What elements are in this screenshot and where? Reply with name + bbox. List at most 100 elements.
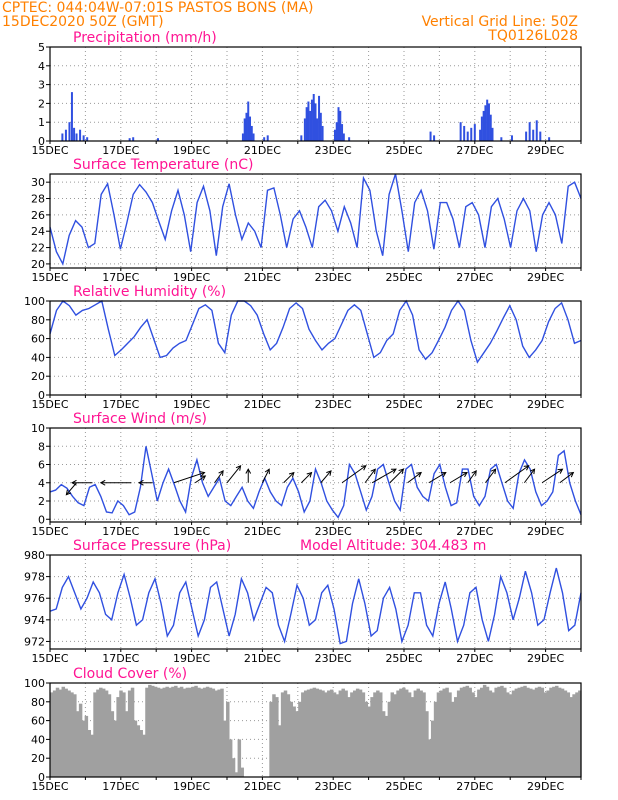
y-tick-label: 20 xyxy=(31,258,45,271)
x-tick-label: 23DEC xyxy=(315,652,352,665)
precip-bar xyxy=(535,120,538,141)
wind-arrow-head xyxy=(370,468,376,475)
y-tick-label: 0 xyxy=(38,389,45,402)
precip-bar xyxy=(333,129,336,141)
precip-bar xyxy=(250,125,253,141)
pressure-plot: 972 974 976 978 980 15DEC 17DEC 19DEC 21DEC 23DEC… xyxy=(24,549,582,665)
cloud-cover-bar xyxy=(240,767,244,777)
x-tick-label: 27DEC xyxy=(456,398,493,411)
precip-bar xyxy=(528,122,531,141)
cloud-cover-bar xyxy=(332,692,337,777)
panel-cloud-cover: Cloud Cover (%) 0 20 40 60 80 100 15DEC 17DEC 19… xyxy=(24,666,582,793)
plot-frame xyxy=(49,300,582,396)
x-tick-label: 25DEC xyxy=(385,271,422,284)
wind-arrow-head xyxy=(288,471,295,478)
precip-bar xyxy=(348,137,351,141)
wind-arrow xyxy=(523,468,535,484)
wind-plot: 0 2 4 6 8 10 15DEC 17DEC 19DEC 21DEC 23DEC 25DEC 27D… xyxy=(31,422,582,538)
cloud-cover-bar xyxy=(50,692,54,777)
wind-arrow-head xyxy=(557,468,564,474)
y-tick-label: 3 xyxy=(38,79,45,92)
wind-arrow-head xyxy=(306,471,313,478)
cloud-cover-bar xyxy=(283,690,288,777)
precip-bar xyxy=(479,129,482,141)
y-tick-label: 0 xyxy=(38,771,45,784)
cloud-cover-bar xyxy=(454,697,458,777)
cloud-cover-bar xyxy=(122,692,126,777)
cloud-cover-bar xyxy=(269,701,273,777)
temperature-title: Surface Temperature (nC) xyxy=(73,157,254,173)
panel-precipitation: Precipitation (mm/h) 0 1 2 3 4 5 15DEC 17DEC 19D… xyxy=(31,30,582,157)
x-tick-label: 23DEC xyxy=(315,780,352,793)
cloud-cover-bar xyxy=(237,739,242,777)
precip-bar xyxy=(307,101,310,141)
wind-arrow-head xyxy=(245,468,252,474)
x-tick-label: 17DEC xyxy=(102,652,139,665)
cloud-cover-bar xyxy=(202,687,207,777)
cloud-cover-bar xyxy=(315,688,319,777)
cloud-cover-bar xyxy=(148,684,152,777)
cloud-cover-bar xyxy=(110,711,115,777)
cloud-cover-bar xyxy=(231,758,236,777)
y-tick-label: 976 xyxy=(24,592,45,605)
cloud-cover-bar xyxy=(312,687,317,777)
y-tick-label: 0 xyxy=(38,135,45,148)
cloud-cover-bar xyxy=(309,688,314,777)
precip-bar xyxy=(316,118,319,141)
precip-bar xyxy=(300,135,303,141)
cloud-cover-bar xyxy=(549,687,553,777)
x-tick-label: 19DEC xyxy=(173,780,210,793)
cloud-cover-bar xyxy=(378,692,383,777)
cloud-cover-bar xyxy=(508,694,513,777)
cloud-cover-bar xyxy=(306,689,311,777)
wind-arrow-head xyxy=(416,471,422,478)
wind-arrow xyxy=(300,472,312,484)
cloud-cover-bar xyxy=(174,685,178,777)
cloud-cover-bar xyxy=(335,694,340,777)
cloud-cover-plot: 0 20 40 60 80 100 15DEC 17DEC 19DEC 21DEC 23DEC 25D… xyxy=(24,677,582,793)
x-tick-label: 23DEC xyxy=(315,525,352,538)
precip-bar xyxy=(487,103,490,141)
cloud-cover-bar xyxy=(396,690,400,777)
cloud-cover-bar xyxy=(159,688,164,777)
wind-title: Surface Wind (m/s) xyxy=(73,411,207,427)
x-tick-label: 21DEC xyxy=(244,652,281,665)
cloud-cover-bar xyxy=(303,690,308,777)
precip-bar xyxy=(312,94,315,141)
y-tick-label: 972 xyxy=(24,635,45,648)
wind-arrow xyxy=(261,468,270,483)
cloud-cover-bar xyxy=(442,688,446,777)
cloud-cover-bar xyxy=(156,687,161,777)
x-tick-label: 23DEC xyxy=(315,144,352,157)
cloud-cover-bar xyxy=(474,697,478,777)
cloud-cover-title: Cloud Cover (%) xyxy=(73,666,187,682)
x-tick-label: 17DEC xyxy=(102,398,139,411)
precip-bar xyxy=(241,133,244,141)
series-line xyxy=(49,299,582,364)
cloud-cover-bar xyxy=(338,690,343,777)
cloud-cover-bar xyxy=(390,692,395,777)
precip-bar xyxy=(73,127,76,141)
precipitation-plot: 0 1 2 3 4 5 15DEC 17DEC 19DEC 21DEC 23DEC 25DEC 27DE… xyxy=(31,41,582,157)
cloud-cover-bar xyxy=(344,690,348,777)
precip-bar xyxy=(310,99,313,141)
precip-bar xyxy=(466,131,469,141)
cloud-cover-bar xyxy=(376,690,380,777)
cloud-cover-bar xyxy=(220,688,224,777)
cloud-cover-bar xyxy=(503,687,507,777)
cloud-cover-bar xyxy=(529,688,533,777)
precip-bar xyxy=(510,135,513,141)
cloud-cover-bar xyxy=(286,694,291,777)
cloud-cover-bar xyxy=(555,685,559,777)
wind-arrow-head xyxy=(529,468,536,475)
wind-arrow-head xyxy=(462,472,468,478)
cloud-cover-bar xyxy=(168,687,172,777)
cloud-cover-bar xyxy=(133,720,138,777)
precip-bar xyxy=(341,124,344,141)
y-tick-label: 80 xyxy=(31,314,45,327)
cloud-cover-bar xyxy=(84,715,89,777)
cloud-cover-bar xyxy=(214,690,218,777)
precip-bar xyxy=(500,137,503,141)
cloud-cover-bar xyxy=(537,686,542,777)
precip-bar xyxy=(459,122,462,141)
